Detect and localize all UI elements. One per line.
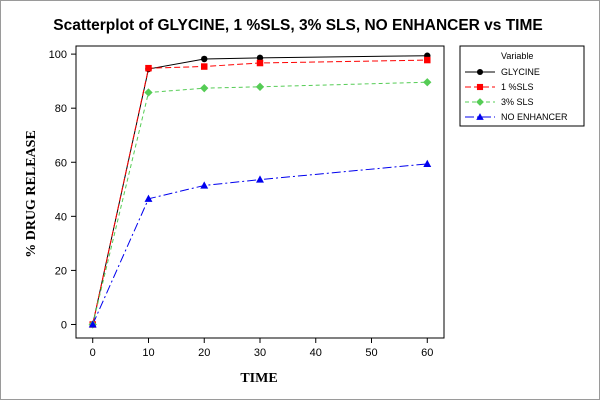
legend-items: GLYCINE 1 %SLS 3% SLS NO ENHANCER [465, 67, 568, 122]
x-tick-label: 40 [310, 347, 322, 359]
data-point [201, 63, 208, 70]
data-point [256, 175, 264, 183]
data-point [145, 64, 152, 72]
legend-marker [476, 83, 484, 91]
data-point [256, 59, 264, 67]
chart-title: Scatterplot of GLYCINE, 1 %SLS, 3% SLS, … [53, 17, 543, 34]
y-tick-label: 20 [55, 265, 67, 277]
legend-marker [476, 68, 484, 76]
y-tick-label: 60 [55, 157, 67, 169]
data-point [424, 56, 431, 64]
x-tick-label: 50 [365, 347, 377, 359]
legend-title: Variable [501, 51, 533, 61]
y-tick-label: 100 [49, 49, 67, 61]
y-tick-label: 0 [61, 319, 67, 331]
x-axis-label: TIME [240, 371, 277, 386]
series-layer [88, 52, 432, 329]
x-tick-label: 10 [142, 347, 154, 359]
legend-marker [476, 113, 484, 120]
data-point [255, 82, 265, 91]
legend-entry: 3% SLS [501, 97, 534, 107]
x-tick-label: 0 [90, 347, 96, 359]
x-tick-label: 20 [198, 347, 210, 359]
data-point [144, 194, 153, 202]
data-point [200, 84, 209, 93]
x-tick-label: 30 [254, 347, 266, 359]
plot-area [75, 45, 445, 339]
legend: Variable GLYCINE 1 %SLS 3% SLS NO ENHANCER [459, 45, 585, 127]
legend-entry: NO ENHANCER [501, 112, 568, 122]
y-axis: 0 20 40 60 80 100 [49, 49, 76, 331]
data-point [144, 88, 153, 97]
y-tick-label: 80 [55, 103, 67, 115]
x-axis: 0 10 20 30 40 50 60 [90, 338, 433, 359]
data-point [423, 159, 432, 167]
legend-entry: 1 %SLS [501, 82, 534, 92]
data-point [201, 55, 208, 63]
legend-entry: GLYCINE [501, 67, 540, 77]
legend-marker [476, 98, 484, 106]
data-point [88, 320, 97, 328]
y-tick-label: 40 [55, 211, 67, 223]
x-tick-label: 60 [421, 347, 433, 359]
data-point [423, 78, 432, 87]
data-point [256, 54, 264, 62]
y-axis-label: % DRUG RELEASE [24, 130, 39, 258]
data-point [200, 181, 209, 189]
